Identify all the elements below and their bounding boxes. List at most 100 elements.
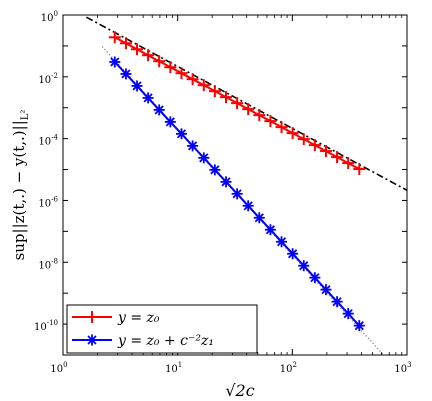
x-tick-base: 10 [280,364,293,375]
y-axis-label-main: sup||z(t,.) − y(t,.)|| [10,120,28,260]
series-1-point [220,176,232,188]
series-0-point [264,115,277,128]
legend-marker-series-1 [86,334,98,346]
y-tick-exponent: -4 [51,134,58,142]
series-1-point [175,128,187,140]
x-tick-label: 102 [280,361,297,375]
series-1-point [242,200,254,212]
y-tick-base: 10 [38,260,51,271]
series-0-point [342,157,355,170]
x-tick-base: 10 [394,364,407,375]
x-tick-exponent: 3 [407,361,411,369]
series-0-point [286,127,299,140]
series-1-point-d2 [221,177,231,187]
x-tick-label: 101 [165,361,182,375]
y-tick-base: 10 [34,322,47,333]
series-1-point [276,236,288,248]
y-tick-exponent: -2 [51,72,58,80]
legend: y = z₀ y = z₀ + c⁻²z₁ [66,304,258,354]
series-1-point-d2 [132,81,142,91]
x-tick-base: 10 [50,364,63,375]
series-0-point [153,55,166,68]
x-tick-exponent: 2 [292,361,296,369]
series-1-point-d2 [354,321,364,331]
series-0-point [319,145,332,158]
series-1-point-d2 [210,165,220,175]
series-0-point [197,79,210,92]
series-0-point [308,139,321,152]
series-1-point [298,260,310,272]
series-0-point [208,85,221,98]
y-tick-base: 10 [38,75,51,86]
series-0-point [231,97,244,110]
y-tick-base: 10 [38,137,51,148]
series-1-point [353,320,365,332]
series-0-point [119,37,132,50]
series-1-point [264,224,276,236]
x-tick-exponent: 0 [63,361,67,369]
series-1-point-d2 [254,213,264,223]
series-1-point-d2 [310,273,320,283]
series-1-point [153,104,165,116]
series-1-point-d2 [110,57,120,67]
series-0-point [353,163,366,176]
series-1-point [209,164,221,176]
series-1-point-d2 [288,249,298,259]
series-1-point [120,68,132,80]
series-1-point [231,188,243,200]
y-tick-label: 10-2 [38,72,58,86]
series-1-point-d2 [321,285,331,295]
y-tick-label: 10-6 [38,195,58,209]
series-1-point [187,140,199,152]
series-1-point-d2 [154,105,164,115]
y-tick-label: 10-4 [38,134,58,148]
series-1-point-d2 [121,69,131,79]
x-tick-label: 100 [50,361,67,375]
series-1-point [287,248,299,260]
y-tick-exponent: -8 [51,257,58,265]
series-1-point [331,296,343,308]
x-tick-base: 10 [165,364,178,375]
y-tick-base: 10 [41,13,54,24]
y-tick-base: 10 [38,198,51,209]
series-1-point [164,116,176,128]
y-tick-exponent: -6 [51,195,58,203]
svg-text:sup||z(t,.) − y(t,.)||L²: sup||z(t,.) − y(t,.)||L² [10,110,31,261]
x-tick-exponent: 1 [178,361,182,369]
series-1-point [142,92,154,104]
series-1-point-d2 [176,129,187,139]
series-0-point [275,121,288,134]
series-0-point [175,67,188,80]
series-1-point-d2 [276,237,287,247]
y-tick-exponent: 0 [54,10,58,18]
y-tick-label: 10-10 [34,319,58,333]
x-axis-label: √2c [225,381,254,400]
series-0-point [164,61,177,74]
legend-label-series-0: y = z₀ [117,310,160,326]
legend-label-series-1: y = z₀ + c⁻²z₁ [117,333,214,349]
series-1-point [342,308,354,320]
series-1-point-d2 [265,225,276,235]
y-tick-label: 10-8 [38,257,58,271]
y-axis-label-sub: L² [20,110,31,121]
y-axis-label: sup||z(t,.) − y(t,.)||L² [10,110,31,261]
series-1-point [320,284,332,296]
legend-box [66,304,258,354]
series-0-point [253,109,266,122]
plot-frame [62,14,408,356]
series-1-point-d2 [299,261,309,271]
series-0-point [142,49,155,62]
legend-plus-marker [86,311,98,323]
series-1-point [198,152,210,164]
series-0-point [297,133,310,146]
series-1-point-d2 [243,201,253,211]
series-0-point [131,43,144,56]
series-0-point [186,73,199,86]
series-1-point-d2 [165,117,175,127]
series-1-point-d2 [199,153,209,163]
series-1-point [131,80,143,92]
series-0-point [331,151,344,164]
series-1-point-d2 [188,141,198,151]
x-tick-label: 103 [394,361,411,375]
